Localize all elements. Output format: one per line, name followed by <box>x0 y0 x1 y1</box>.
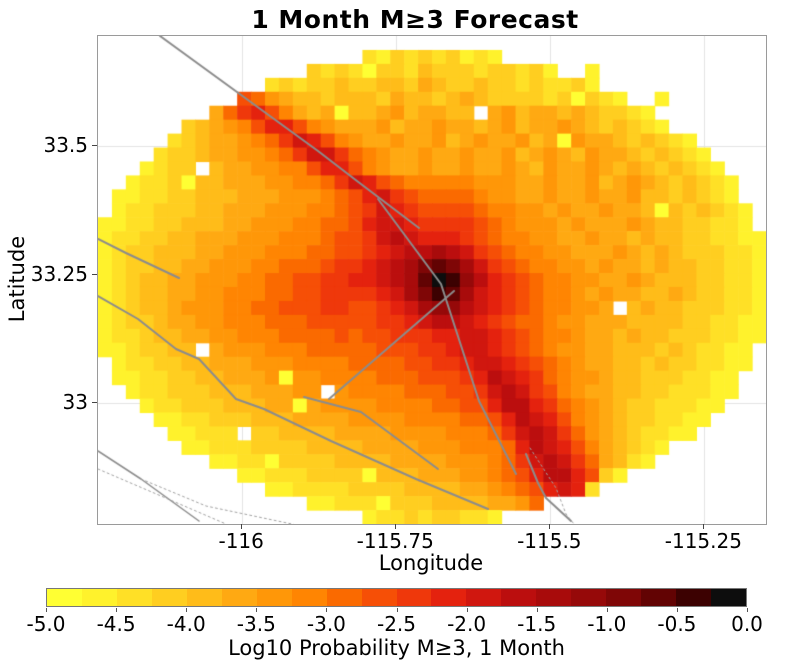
colorbar-segment <box>256 589 292 606</box>
colorbar-tick-mark <box>466 608 468 612</box>
plot-area <box>97 35 767 525</box>
colorbar-segment <box>641 589 677 606</box>
x-tick-label: -115.75 <box>356 529 434 553</box>
colorbar-tick-mark <box>606 608 608 612</box>
colorbar-tick-mark <box>536 608 538 612</box>
x-tick-mark <box>395 524 397 529</box>
colorbar-tick-label: -0.5 <box>657 612 697 636</box>
colorbar-segment <box>501 589 537 606</box>
x-axis-label: Longitude <box>378 551 484 575</box>
colorbar-tick-mark <box>46 608 47 612</box>
x-tick-mark <box>241 524 243 529</box>
chart-title: 1 Month M≥3 Forecast <box>251 5 579 34</box>
colorbar-segment <box>221 589 257 606</box>
colorbar-segment <box>151 589 187 606</box>
x-tick-mark <box>703 524 705 529</box>
colorbar-tick-label: -1.0 <box>587 612 627 636</box>
y-tick-mark <box>92 145 97 147</box>
x-tick-label: -116 <box>218 529 264 553</box>
colorbar-tick-label: -1.5 <box>517 612 557 636</box>
colorbar-tick-mark <box>396 608 398 612</box>
colorbar-segment <box>711 589 747 606</box>
colorbar-tick-mark <box>747 608 748 612</box>
colorbar-segment <box>47 589 82 606</box>
colorbar-tick-mark <box>116 608 118 612</box>
colorbar-tick-label: -2.0 <box>447 612 487 636</box>
colorbar-segment <box>186 589 222 606</box>
colorbar-tick-mark <box>676 608 678 612</box>
colorbar-segment <box>291 589 327 606</box>
colorbar-segment <box>116 589 152 606</box>
colorbar-segment <box>606 589 642 606</box>
colorbar-tick-label: -4.5 <box>96 612 136 636</box>
y-tick-label: 33.5 <box>43 133 88 158</box>
colorbar-segment <box>326 589 362 606</box>
colorbar-tick-label: -2.5 <box>376 612 417 636</box>
colorbar <box>46 588 747 607</box>
colorbar-tick-label: 0.0 <box>731 612 763 636</box>
colorbar-segment <box>431 589 467 606</box>
colorbar-segment <box>466 589 502 606</box>
y-tick-label: 33 <box>62 390 88 415</box>
colorbar-tick-label: -5.0 <box>26 612 66 636</box>
colorbar-tick-mark <box>326 608 328 612</box>
colorbar-tick-label: -3.0 <box>306 612 346 636</box>
heatmap-canvas <box>98 36 766 524</box>
colorbar-caption: Log10 Probability M≥3, 1 Month <box>228 636 565 660</box>
y-tick-label: 33.25 <box>30 261 88 286</box>
colorbar-segment <box>361 589 397 606</box>
colorbar-segment <box>536 589 572 606</box>
x-tick-label: -115.25 <box>664 529 742 553</box>
y-tick-mark <box>92 273 97 275</box>
colorbar-tick-label: -4.0 <box>166 612 206 636</box>
x-tick-label: -115.5 <box>517 529 582 553</box>
y-tick-mark <box>92 402 97 404</box>
colorbar-tick-label: -3.5 <box>236 612 276 636</box>
x-tick-mark <box>549 524 551 529</box>
colorbar-segment <box>81 589 117 606</box>
colorbar-tick-mark <box>256 608 258 612</box>
colorbar-segment <box>676 589 712 606</box>
colorbar-segment <box>571 589 607 606</box>
colorbar-tick-mark <box>186 608 188 612</box>
colorbar-segment <box>396 589 432 606</box>
